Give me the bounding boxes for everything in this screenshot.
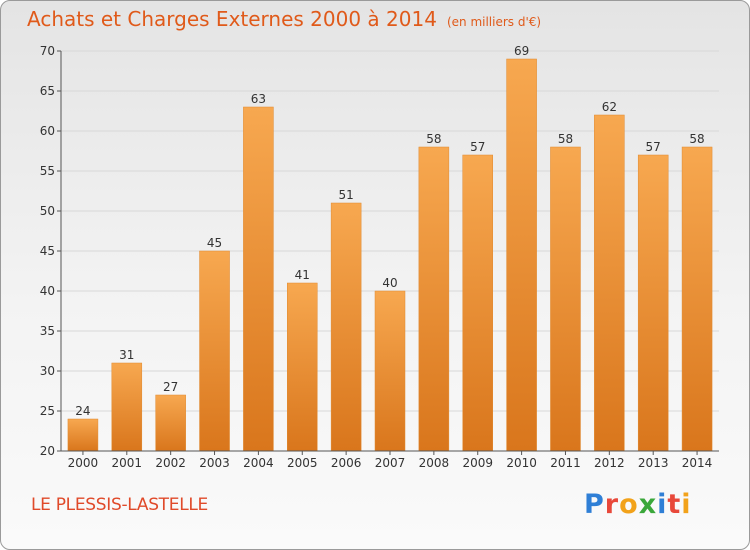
proxiti-logo: Proxiti	[584, 489, 692, 520]
bar	[681, 146, 713, 452]
bar	[374, 290, 406, 452]
x-tick-label: 2012	[594, 456, 625, 470]
bar	[111, 362, 143, 452]
data-label: 27	[163, 380, 178, 394]
bar	[199, 250, 230, 452]
x-tick-label: 2007	[375, 456, 406, 470]
place-name: LE PLESSIS-LASTELLE	[31, 495, 208, 515]
x-tick-label: 2009	[462, 456, 493, 470]
data-label: 41	[295, 268, 310, 282]
logo-letter: i	[681, 489, 692, 520]
chart-title: Achats et Charges Externes 2000 à 2014 (e…	[27, 7, 541, 31]
bar	[155, 394, 186, 452]
bars	[67, 58, 713, 452]
data-label: 40	[382, 276, 397, 290]
y-tick-label: 30	[40, 364, 55, 378]
y-tick-label: 50	[40, 204, 55, 218]
data-label: 57	[470, 140, 485, 154]
bar	[506, 58, 537, 452]
bar	[243, 106, 274, 452]
x-tick-label: 2003	[199, 456, 230, 470]
data-label: 24	[75, 404, 90, 418]
x-tick-label: 2005	[287, 456, 318, 470]
x-tick-label: 2011	[550, 456, 581, 470]
bar	[67, 418, 99, 452]
y-tick-label: 65	[40, 84, 55, 98]
logo-letter: o	[619, 489, 639, 520]
logo-letter: i	[657, 489, 668, 520]
data-label: 63	[251, 92, 266, 106]
x-tick-label: 2004	[243, 456, 274, 470]
bar	[462, 154, 493, 452]
y-tick-label: 35	[40, 324, 55, 338]
data-label: 69	[514, 44, 529, 58]
bar	[287, 282, 318, 452]
x-tick-label: 2006	[331, 456, 362, 470]
data-label: 58	[558, 132, 573, 146]
x-tick-label: 2001	[112, 456, 143, 470]
x-tick-label: 2010	[506, 456, 537, 470]
y-tick-label: 70	[40, 44, 55, 58]
chart-unit: (en milliers d'€)	[446, 15, 542, 29]
y-tick-label: 25	[40, 404, 55, 418]
chart-title-text: Achats et Charges Externes 2000 à 2014	[27, 7, 437, 31]
data-label: 57	[646, 140, 661, 154]
logo-letter: t	[667, 489, 682, 520]
bar	[550, 146, 581, 452]
x-tick-label: 2008	[419, 456, 450, 470]
y-tick-label: 40	[40, 284, 55, 298]
bar	[330, 202, 362, 452]
x-tick-label: 2002	[155, 456, 186, 470]
y-tick-label: 60	[40, 124, 55, 138]
data-label: 51	[338, 188, 353, 202]
data-label: 58	[689, 132, 704, 146]
logo-letter: r	[604, 489, 620, 520]
y-tick-label: 55	[40, 164, 55, 178]
data-label: 45	[207, 236, 222, 250]
labels: 20 25 30 35 40 45 50 55 60 65 70 24 2000 31 2001 27 2002…	[40, 44, 713, 470]
bar	[418, 146, 450, 452]
axes	[57, 50, 719, 455]
bar	[594, 114, 625, 452]
data-label: 62	[602, 100, 617, 114]
bar	[637, 154, 669, 452]
data-label: 58	[426, 132, 441, 146]
data-label: 31	[119, 348, 134, 362]
logo-letter: x	[638, 489, 658, 520]
x-tick-label: 2014	[682, 456, 713, 470]
y-tick-label: 20	[40, 444, 55, 458]
logo-letter: P	[584, 489, 605, 520]
x-tick-label: 2000	[68, 456, 99, 470]
y-tick-label: 45	[40, 244, 55, 258]
x-tick-label: 2013	[638, 456, 669, 470]
